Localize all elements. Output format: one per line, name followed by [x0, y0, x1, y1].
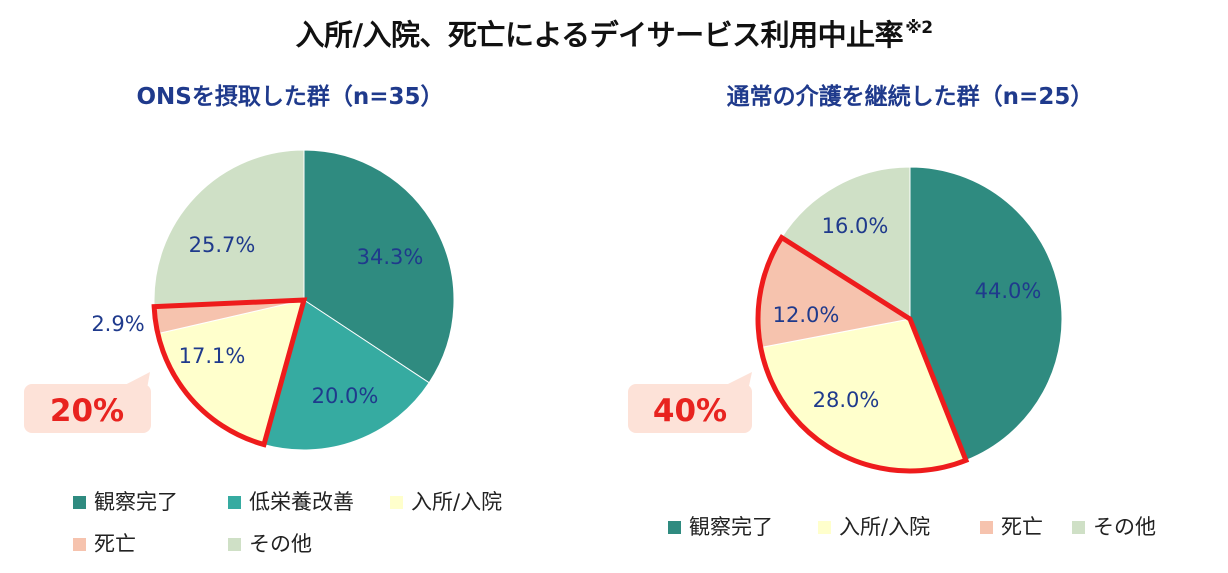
legend-swatch-2 [390, 496, 403, 509]
legend-label-3: 死亡 [94, 532, 136, 556]
legend-label-4: その他 [249, 532, 312, 556]
chart-title-standard-care: 通常の介護を継続した群（n=25） [727, 83, 1094, 110]
pie-slice-3 [780, 166, 911, 320]
pie-slice-4 [153, 149, 305, 308]
legend-swatch-3 [73, 538, 86, 551]
slice-label-1: 28.0% [813, 388, 880, 412]
legend-swatch-1 [228, 496, 241, 509]
legend-swatch-0 [73, 496, 86, 509]
pie-slice-0 [909, 166, 1063, 461]
main-title-text: 入所/入院、死亡によるデイサービス利用中止率 [295, 18, 904, 52]
slice-label-0: 34.3% [357, 245, 424, 269]
legend-swatch-4 [228, 538, 241, 551]
legend-label-1: 入所/入院 [839, 515, 930, 539]
legend: 観察完了 入所/入院 死亡 その他 [668, 515, 1156, 539]
slice-label-2: 12.0% [773, 303, 840, 327]
legend-swatch-2 [980, 521, 993, 534]
highlight-outline [755, 234, 970, 474]
pie-slice-1 [263, 299, 430, 451]
slice-label-3: 16.0% [822, 214, 889, 238]
legend-label-3: その他 [1093, 515, 1156, 539]
callout-value: 40% [653, 393, 727, 429]
callout: 20% [24, 372, 151, 433]
callout-box [628, 384, 752, 433]
title-note: ※2 [905, 18, 933, 38]
pie-chart-standard-care: 通常の介護を継続した群（n=25） 44.0% 28.0% 12.0% 16.0% 40… [628, 83, 1156, 539]
slice-label-0: 44.0% [975, 279, 1042, 303]
slice-label-2: 17.1% [179, 344, 246, 368]
callout: 40% [628, 372, 752, 433]
slice-label-3: 2.9% [91, 312, 144, 336]
chart-title-ons: ONSを摂取した群（n=35） [136, 83, 443, 110]
legend-label-0: 観察完了 [94, 490, 178, 514]
slice-label-4: 25.7% [189, 233, 256, 257]
slice-label-1: 20.0% [312, 384, 379, 408]
legend-label-2: 死亡 [1001, 515, 1043, 539]
legend-label-0: 観察完了 [689, 515, 773, 539]
legend-label-2: 入所/入院 [411, 490, 502, 514]
legend-swatch-0 [668, 521, 681, 534]
callout-value: 20% [50, 393, 124, 429]
callout-box [24, 384, 151, 433]
legend-swatch-1 [818, 521, 831, 534]
legend-label-1: 低栄養改善 [249, 490, 354, 514]
legend-swatch-3 [1072, 521, 1085, 534]
main-title: 入所/入院、死亡によるデイサービス利用中止率 ※2 [0, 12, 1228, 54]
pie-chart-ons: ONSを摂取した群（n=35） 34.3% 20.0% 17.1% 2.9% 25.7%… [24, 83, 502, 556]
highlight-outline [151, 297, 308, 448]
